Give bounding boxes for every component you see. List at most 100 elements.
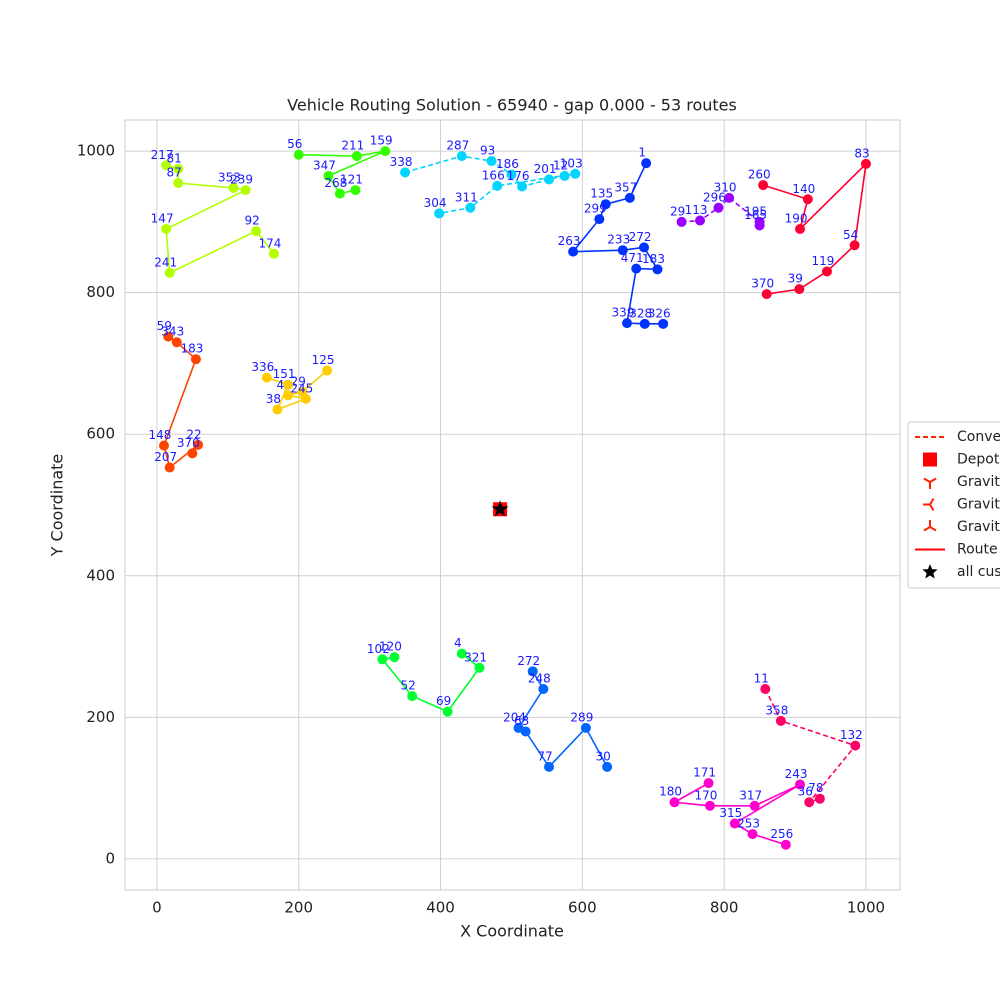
node-label: 93 [480, 144, 495, 158]
node-label: 211 [341, 139, 364, 153]
node-label: 289 [570, 710, 593, 724]
node-label: 310 [714, 180, 737, 194]
customer-point [622, 318, 633, 329]
customer-point [520, 726, 531, 737]
customer-point [173, 177, 184, 188]
node-label: 52 [401, 679, 416, 693]
customer-point [795, 223, 806, 234]
legend-label: Route [957, 542, 998, 558]
legend-marker [922, 564, 938, 579]
customer-point [775, 715, 786, 726]
node-label: 195 [744, 204, 767, 218]
customer-point [804, 797, 815, 808]
node-label: 125 [312, 353, 335, 367]
customer-point [754, 220, 765, 231]
node-label: 174 [258, 236, 281, 250]
node-label: 338 [390, 155, 413, 169]
y-tick-label: 800 [86, 283, 115, 301]
customer-point [639, 318, 650, 329]
node-label: 326 [648, 306, 671, 320]
node-label: 241 [154, 255, 177, 269]
node-label: 81 [167, 151, 182, 165]
customer-point [161, 160, 172, 171]
node-label: 239 [230, 173, 253, 187]
y-tick-label: 200 [86, 708, 115, 726]
node-label: 217 [151, 148, 174, 162]
node-label: 159 [370, 134, 393, 148]
node-label: 253 [737, 817, 760, 831]
customer-point [465, 202, 476, 213]
customer-point [713, 202, 724, 213]
node-label: 358 [765, 703, 788, 717]
customer-point [641, 158, 652, 169]
customer-point [527, 666, 538, 677]
node-label: 39 [788, 272, 803, 286]
customer-point [442, 706, 453, 717]
node-label: 260 [748, 168, 771, 182]
x-tick-label: 600 [568, 899, 597, 917]
customer-point [322, 365, 333, 376]
customer-point [724, 192, 735, 203]
customer-point [300, 393, 311, 404]
node-label: 4 [454, 636, 462, 650]
node-label: 304 [424, 196, 447, 210]
node-label: 233 [607, 233, 630, 247]
customer-point [617, 245, 628, 256]
customer-point [164, 267, 175, 278]
node-label: 119 [812, 254, 835, 268]
node-label: 36 [798, 785, 813, 799]
node-label: 113 [685, 203, 708, 217]
customer-point [350, 185, 361, 196]
legend-marker [923, 452, 937, 467]
customer-point [434, 208, 445, 219]
all-customers-star [491, 500, 509, 517]
node-label: 148 [149, 428, 172, 442]
node-label: 243 [785, 767, 808, 781]
chart-title: Vehicle Routing Solution - 65940 - gap 0… [287, 96, 737, 115]
y-tick-label: 400 [86, 566, 115, 584]
node-label: 268 [324, 176, 347, 190]
route-line [681, 196, 761, 226]
legend-marker-arm [923, 526, 931, 532]
legend-marker-arm [929, 526, 937, 532]
node-label: 121 [340, 173, 363, 187]
customer-point [570, 168, 581, 179]
x-tick-label: 1000 [847, 899, 885, 917]
node-label: 147 [151, 211, 174, 225]
route-line [404, 155, 576, 215]
customer-point [703, 778, 714, 789]
customer-point [380, 146, 391, 157]
customer-point [795, 779, 806, 790]
customer-point [283, 390, 294, 401]
legend-marker-arm [923, 477, 931, 483]
node-label: 22 [186, 427, 201, 441]
customer-point [814, 793, 825, 804]
node-label: 132 [840, 728, 863, 742]
customer-point [261, 372, 272, 383]
customer-point [456, 648, 467, 659]
customer-point [652, 264, 663, 275]
customer-point [377, 654, 388, 665]
customer-point [272, 404, 283, 415]
customer-point [190, 354, 201, 365]
node-label: 54 [843, 228, 858, 242]
customer-point [400, 167, 411, 178]
customer-point [669, 797, 680, 808]
node-label: 357 [614, 180, 637, 194]
customer-point [351, 151, 362, 162]
customer-point [293, 149, 304, 160]
node-label: 165 [744, 208, 767, 222]
node-label: 256 [770, 827, 793, 841]
customer-point [456, 151, 467, 162]
legend-marker-arm [929, 503, 935, 512]
node-label: 353 [218, 170, 241, 184]
node-label: 63 [514, 714, 529, 728]
customer-point [860, 158, 871, 169]
node-label: 347 [313, 158, 336, 172]
customer-point [544, 174, 555, 185]
customer-point [639, 242, 650, 253]
node-label: 59 [157, 319, 172, 333]
node-label: 12 [553, 158, 568, 172]
